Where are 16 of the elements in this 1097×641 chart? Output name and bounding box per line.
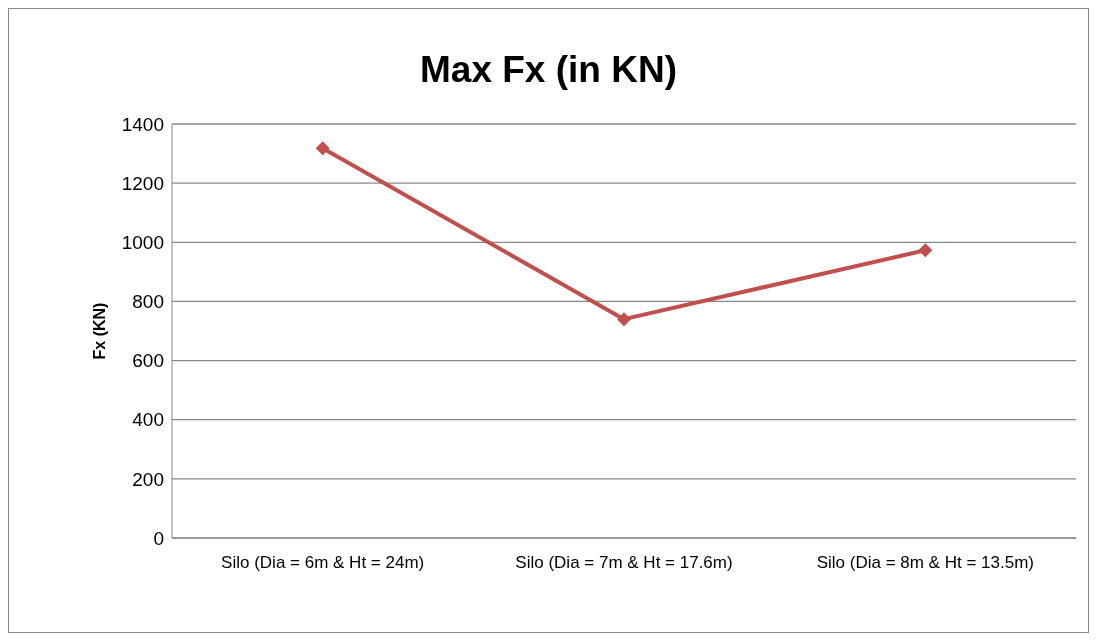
y-tick-label: 600 (132, 350, 164, 372)
x-tick-label: Silo (Dia = 8m & Ht = 13.5m) (816, 553, 1034, 572)
y-tick-label: 1000 (121, 232, 164, 254)
y-tick-label: 0 (153, 527, 164, 549)
x-tick-label: Silo (Dia = 7m & Ht = 17.6m) (515, 553, 733, 572)
y-axis-title: Fx (KN) (90, 302, 108, 360)
chart-title: Max Fx (in KN) (419, 49, 678, 91)
y-tick-label: 1400 (121, 113, 164, 135)
point (315, 141, 330, 156)
point (918, 243, 933, 258)
x-tick-label: Silo (Dia = 6m & Ht = 24m) (221, 553, 425, 572)
point (617, 312, 631, 327)
y-tick-label: 400 (132, 409, 164, 431)
y-tick-label: 1200 (121, 172, 164, 194)
y-tick-label: 200 (132, 468, 164, 490)
y-tick-label: 800 (132, 291, 164, 313)
